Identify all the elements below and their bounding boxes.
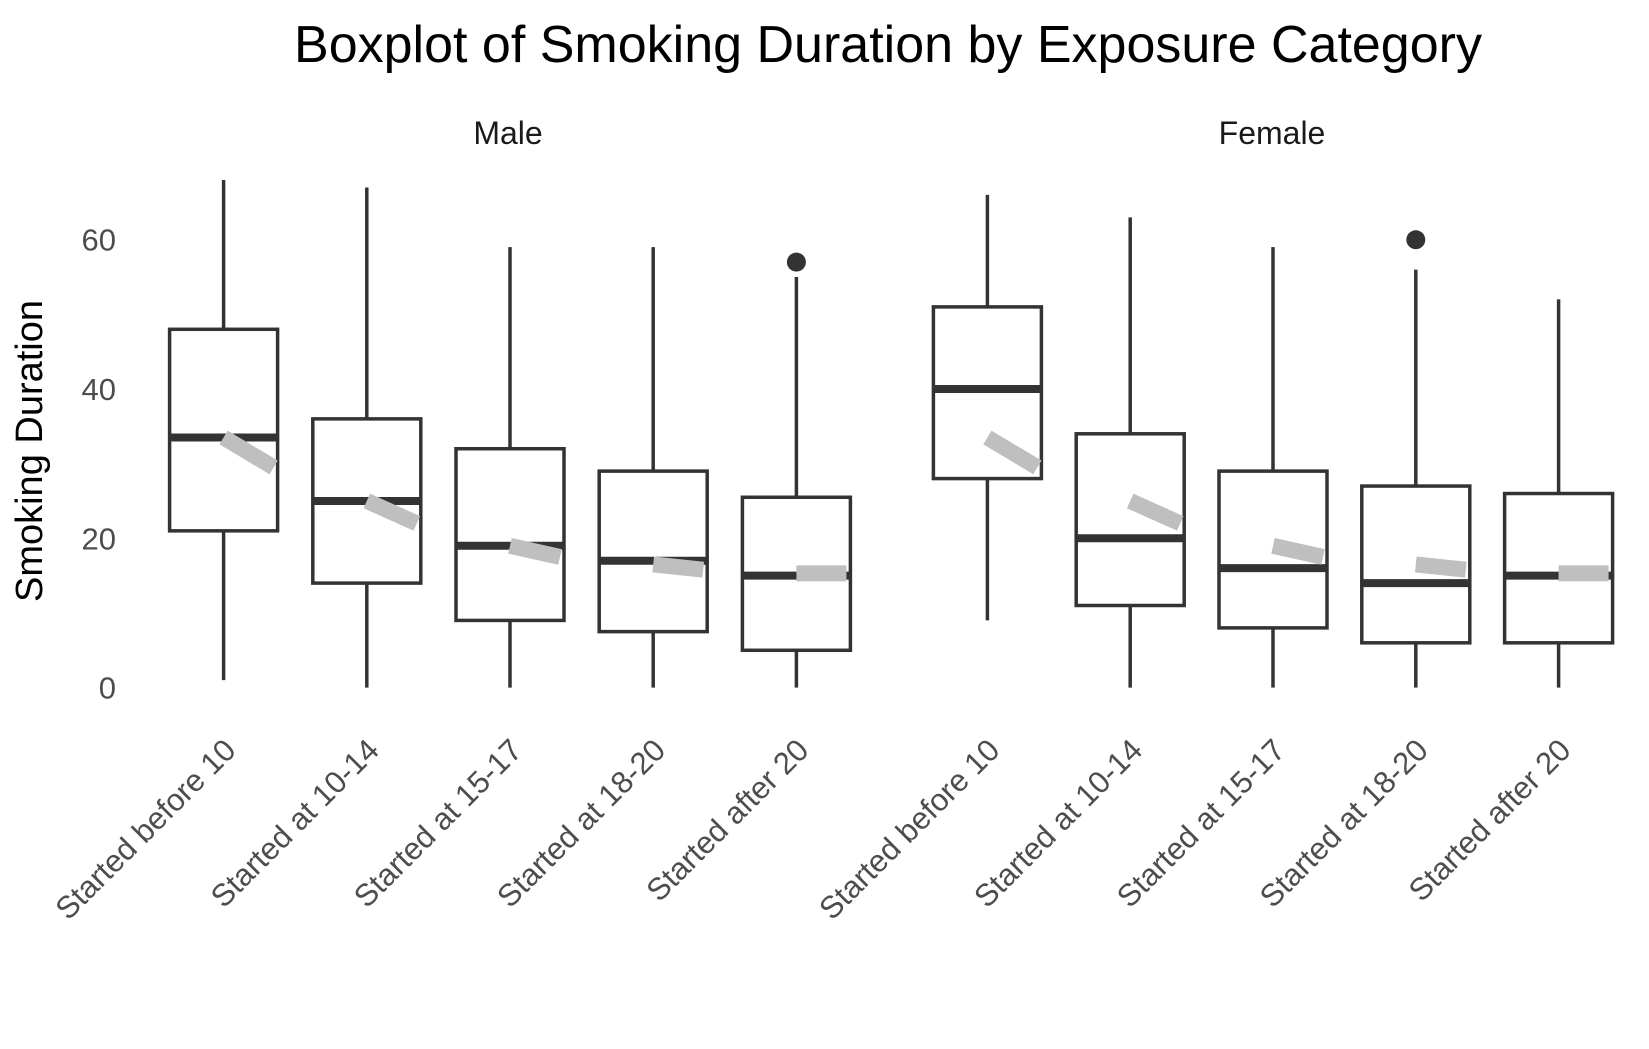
- box-group: [1360, 230, 1472, 688]
- trend-segment: [219, 430, 278, 475]
- box-group: [1217, 247, 1329, 688]
- y-axis-title: Smoking Duration: [9, 300, 51, 602]
- facet-panel-male: [167, 180, 853, 688]
- box-iqr: [454, 446, 566, 623]
- box-group: [1074, 217, 1186, 688]
- y-tick-label: 0: [99, 671, 116, 706]
- box-iqr: [167, 327, 280, 533]
- facet-panel-female: [931, 194, 1615, 688]
- trend-segment: [363, 493, 421, 531]
- box-group: [454, 247, 566, 688]
- box-group: [597, 247, 709, 688]
- box-group: [931, 194, 1044, 621]
- box-group: [740, 252, 853, 688]
- box-group: [1502, 299, 1615, 688]
- trend-segment: [1126, 493, 1184, 531]
- outlier-point: [786, 252, 806, 272]
- y-tick-label: 40: [82, 372, 116, 407]
- trend-segment: [1271, 537, 1325, 565]
- box-group: [311, 187, 423, 688]
- y-axis-ticks: 0 20 40 60: [82, 223, 116, 706]
- trend-segment: [652, 556, 705, 578]
- facet-panels: [167, 180, 1615, 688]
- facet-labels: Male Female: [473, 115, 1325, 151]
- trend-segment: [983, 430, 1042, 475]
- trend-segment: [1414, 556, 1467, 578]
- box-iqr: [597, 469, 709, 634]
- y-tick-label: 60: [82, 223, 116, 258]
- facet-label-female: Female: [1219, 115, 1326, 151]
- outlier-point: [1406, 230, 1426, 250]
- box-group: [167, 180, 280, 681]
- chart-title: Boxplot of Smoking Duration by Exposure …: [294, 16, 1482, 74]
- trend-segment: [508, 537, 562, 565]
- facet-label-male: Male: [473, 115, 542, 151]
- y-tick-label: 20: [82, 521, 116, 556]
